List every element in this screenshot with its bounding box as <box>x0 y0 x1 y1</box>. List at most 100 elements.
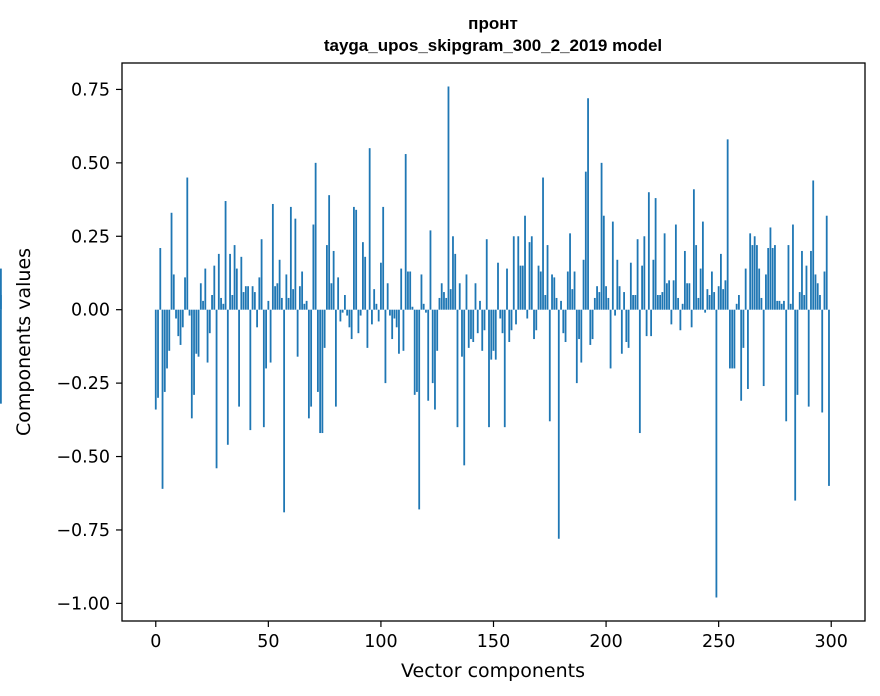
bar-15 <box>188 309 191 316</box>
bar-288 <box>803 295 806 310</box>
bar-184 <box>569 233 571 310</box>
bar-25 <box>211 295 213 310</box>
bar-113 <box>409 271 412 310</box>
x-tick-label: 150 <box>477 632 510 652</box>
bar-189 <box>580 309 583 363</box>
bar-285 <box>796 309 799 395</box>
bar-198 <box>600 162 603 310</box>
bar-0 <box>154 309 157 410</box>
bar-299 <box>828 309 830 486</box>
bar-22 <box>204 268 207 310</box>
bar-165 <box>526 309 529 319</box>
bar-10 <box>177 309 180 337</box>
bar-284 <box>794 309 797 501</box>
bar-26 <box>213 265 216 310</box>
bar-38 <box>240 256 243 310</box>
y-tick-label: −0.75 <box>56 521 110 541</box>
bar-21 <box>202 300 204 310</box>
bar-45 <box>256 309 258 328</box>
bar-166 <box>528 242 531 310</box>
bar-30 <box>222 303 225 310</box>
bar-208 <box>623 292 625 310</box>
bar-251 <box>720 253 722 310</box>
x-tick-label: 0 <box>150 632 161 652</box>
bar-271 <box>765 274 767 310</box>
bar-111 <box>404 154 407 310</box>
bar-122 <box>429 230 432 310</box>
y-tick-label: 0.50 <box>71 154 110 174</box>
y-tick-label: −0.25 <box>56 374 110 394</box>
bar-290 <box>807 309 810 407</box>
bar-103 <box>386 283 389 310</box>
bar-70 <box>312 224 315 310</box>
bar-215 <box>638 309 641 434</box>
bar-270 <box>762 309 765 387</box>
bar-155 <box>503 309 506 428</box>
bar-146 <box>483 309 486 331</box>
bar-95 <box>368 148 371 310</box>
bar-169 <box>535 309 538 331</box>
bar-252 <box>722 289 725 310</box>
bar-51 <box>269 309 272 363</box>
x-tick-label: 300 <box>815 632 848 652</box>
bar-56 <box>280 297 283 310</box>
bar-228 <box>668 280 671 310</box>
bar-98 <box>375 303 378 310</box>
bar-204 <box>614 309 616 316</box>
bar-275 <box>774 245 776 310</box>
bar-291 <box>810 250 812 310</box>
bar-66 <box>303 303 306 310</box>
bar-218 <box>645 309 648 337</box>
bar-68 <box>307 309 310 419</box>
bar-130 <box>447 86 450 310</box>
bar-75 <box>323 309 326 348</box>
bar-172 <box>542 177 544 310</box>
bar-50 <box>267 300 270 310</box>
bar-139 <box>467 309 470 348</box>
bar-59 <box>287 297 290 310</box>
bar-12 <box>181 309 184 328</box>
bar-253 <box>724 280 727 310</box>
bar-109 <box>400 268 403 310</box>
bar-274 <box>771 248 774 310</box>
bar-18 <box>195 309 198 354</box>
bar-40 <box>244 286 247 310</box>
bar-104 <box>389 309 391 316</box>
bar-260 <box>740 309 743 401</box>
bar-193 <box>589 309 592 345</box>
bar-278 <box>780 303 783 310</box>
bar-undefined <box>0 309 2 404</box>
bar-264 <box>749 233 752 310</box>
bar-106 <box>393 309 396 319</box>
bar-262 <box>744 268 747 310</box>
bar-246 <box>708 295 711 310</box>
bar-120 <box>425 309 427 313</box>
bar-219 <box>647 192 650 310</box>
bar-76 <box>325 245 328 310</box>
bar-37 <box>238 309 240 407</box>
bar-112 <box>407 271 409 310</box>
bar-33 <box>229 253 231 310</box>
bar-286 <box>798 292 801 310</box>
bar-268 <box>758 268 761 310</box>
bar-145 <box>481 309 484 351</box>
bar-115 <box>413 309 416 395</box>
bar-35 <box>233 245 236 310</box>
bar-32 <box>226 309 229 445</box>
bar-96 <box>371 309 373 325</box>
bar-158 <box>510 309 513 331</box>
bar-11 <box>179 309 182 345</box>
bar-287 <box>801 250 803 310</box>
bar-171 <box>539 271 542 310</box>
bar-225 <box>661 292 664 310</box>
bar-191 <box>584 171 587 310</box>
bar-19 <box>197 309 200 357</box>
bar-266 <box>753 236 756 310</box>
bar-265 <box>751 245 754 310</box>
bar-202 <box>609 309 612 369</box>
bar-179 <box>557 309 560 539</box>
bar-124 <box>434 309 436 410</box>
bars-group <box>0 86 830 598</box>
bar-2 <box>159 248 162 310</box>
